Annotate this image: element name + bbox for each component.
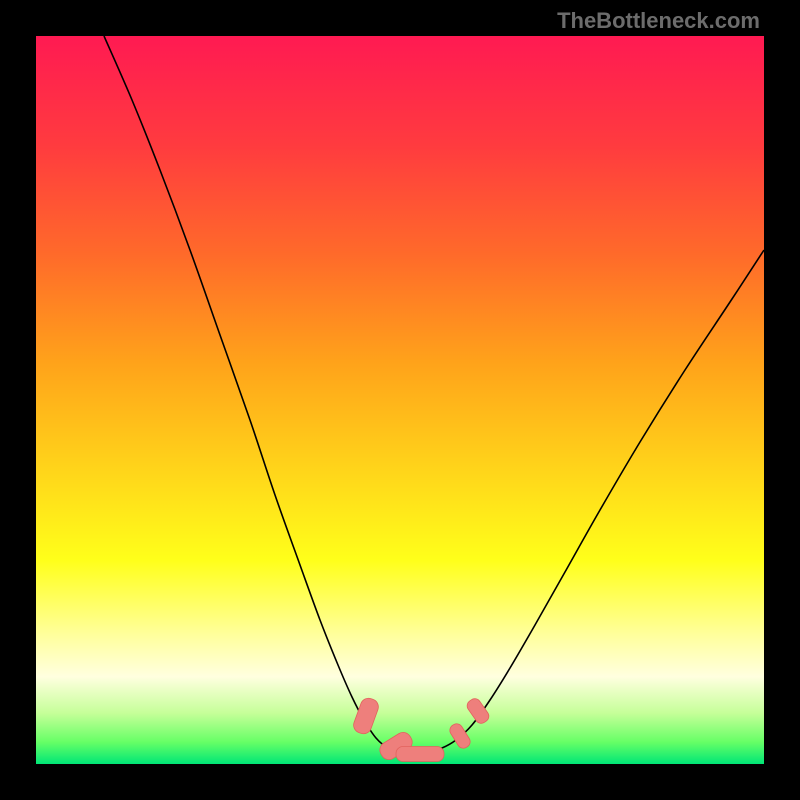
- chart-svg: [0, 0, 800, 800]
- gradient-background: [36, 36, 764, 764]
- marker-pill: [396, 747, 444, 762]
- watermark-text: TheBottleneck.com: [557, 8, 760, 34]
